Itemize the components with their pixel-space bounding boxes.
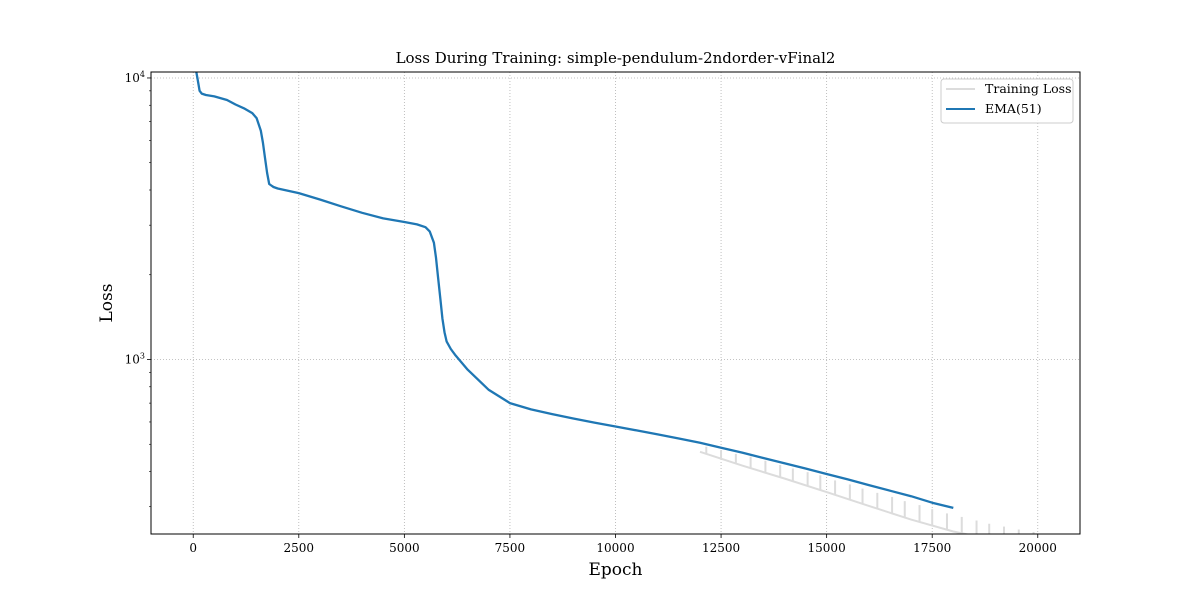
legend-label: EMA(51) (985, 101, 1042, 116)
x-tick-label: 20000 (1019, 541, 1057, 555)
x-tick-label: 2500 (284, 541, 315, 555)
series-layer (195, 72, 1035, 534)
y-tick-label: 103 (125, 352, 145, 367)
legend-label: Training Loss (985, 81, 1072, 96)
x-tick-label: 7500 (495, 541, 526, 555)
x-tick-label: 10000 (596, 541, 634, 555)
ema-line (195, 72, 954, 510)
x-tick-label: 0 (189, 541, 197, 555)
x-axis: 0 2500 5000 7500 10000 12500 15000 17500 20000 (189, 534, 1057, 555)
y-tick-label: 104 (125, 70, 145, 85)
legend: Training Loss EMA(51) (940, 78, 1074, 124)
training-loss-line (699, 450, 971, 534)
x-axis-label: Epoch (589, 560, 643, 580)
x-tick-label: 12500 (702, 541, 740, 555)
x-tick-label: 5000 (389, 541, 420, 555)
x-tick-label: 17500 (913, 541, 951, 555)
y-axis-label: Loss (97, 284, 117, 323)
x-tick-label: 15000 (808, 541, 846, 555)
chart-title: Loss During Training: simple-pendulum-2n… (396, 49, 836, 67)
y-axis: 103 104 (125, 70, 151, 508)
grid-lines (151, 72, 1080, 534)
